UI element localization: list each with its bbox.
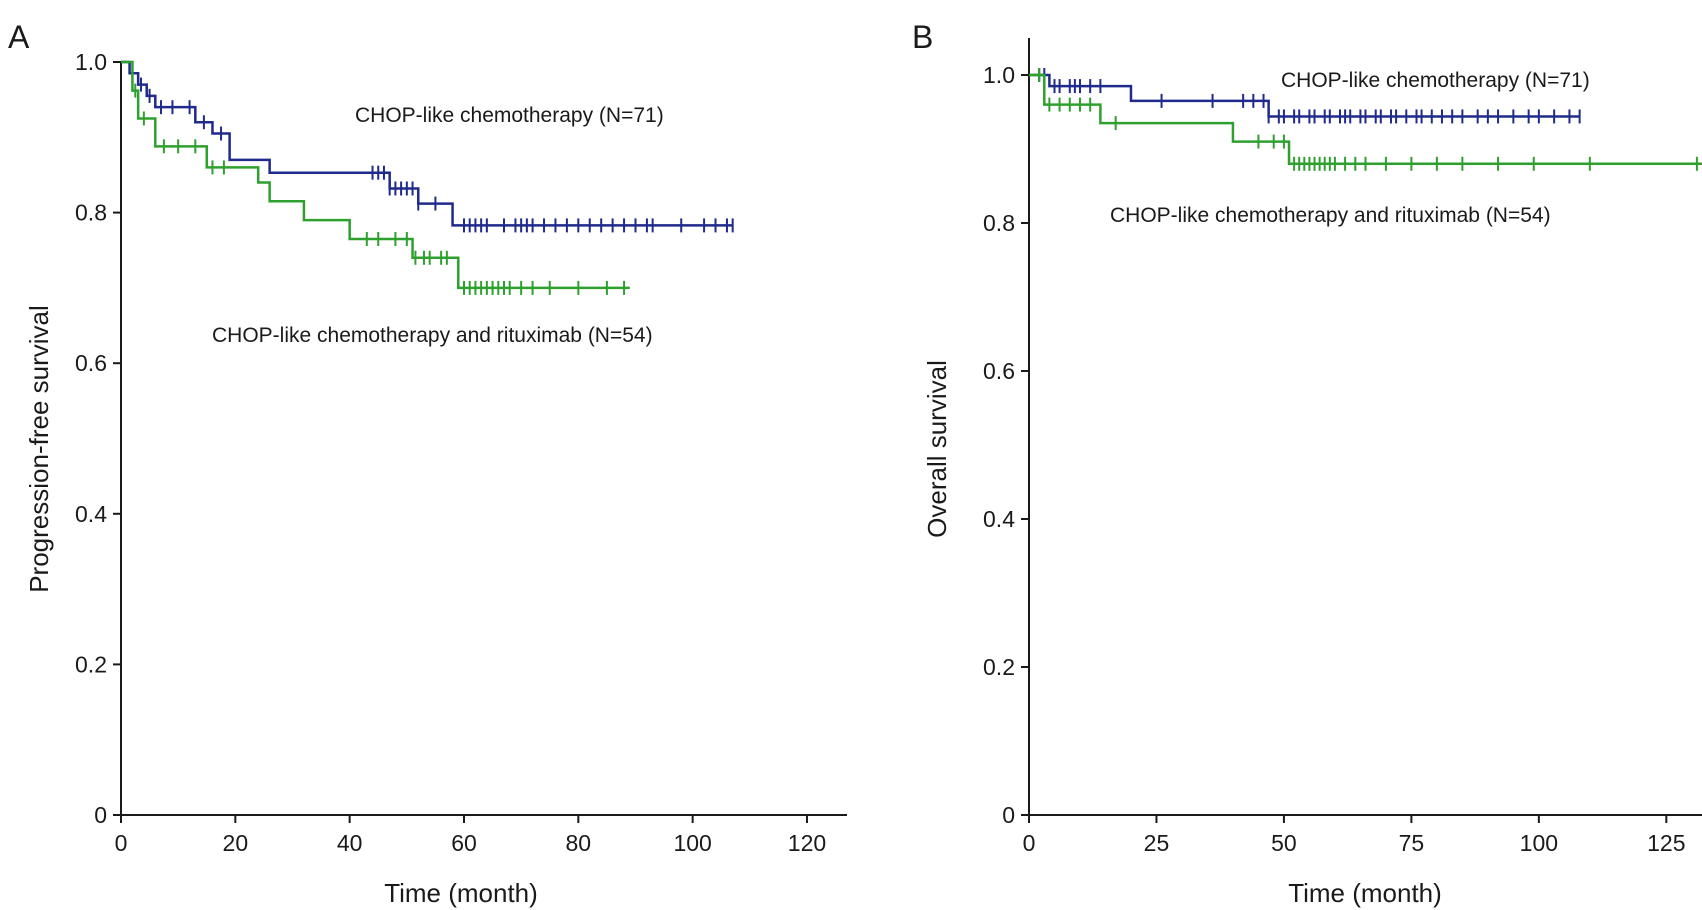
panel-b-y-tick-label: 0.2 [983, 654, 1015, 680]
panel-b-x-tick-label: 50 [1271, 830, 1297, 856]
panel-a-series-line-chop [121, 60, 733, 227]
panel-a-x-tick-label: 60 [451, 830, 477, 856]
panel-b-x-tick-label: 125 [1647, 830, 1685, 856]
panel-b-series-label-chop-rituximab: CHOP-like chemotherapy and rituximab (N=… [1110, 204, 1551, 227]
panel-b-series-label-chop: CHOP-like chemotherapy (N=71) [1281, 69, 1590, 92]
panel-a-y-tick-label: 0.2 [75, 651, 107, 677]
panel-b-y-tick-label: 0.4 [983, 506, 1015, 532]
panel-a-axes: 0 0.2 0.4 0.6 0.8 1.0 0 20 40 60 80 100 120 [75, 49, 847, 856]
panel-a-x-tick-label: 40 [337, 830, 363, 856]
panel-a-y-tick-label: 1.0 [75, 49, 107, 75]
panel-b-letter: B [912, 19, 933, 55]
panel-a-y-tick-label: 0.6 [75, 350, 107, 376]
panel-b-y-tick-label: 1.0 [983, 62, 1015, 88]
panel-b-x-tick-label: 25 [1144, 830, 1170, 856]
panel-a-x-tick-label: 80 [566, 830, 592, 856]
panel-b-y-tick-label: 0 [1002, 802, 1015, 828]
panel-b-x-axis-title: Time (month) [1288, 878, 1442, 908]
panel-a-x-tick-label: 100 [673, 830, 711, 856]
panel-a-y-tick-label: 0.4 [75, 501, 107, 527]
panel-b-os-chart: B Overall survival Time (month) 00.20.40… [912, 19, 1702, 908]
panel-b-axes: 0 0.2 0.4 0.6 0.8 1.0 0 25 50 75 100 125 [983, 38, 1702, 856]
panel-b-y-axis-title: Overall survival [922, 360, 952, 538]
panel-b-y-tick-label: 0.8 [983, 210, 1015, 236]
panel-b-plot-area [1029, 68, 1702, 171]
panel-b-series-line-chop-rituximab [1029, 73, 1702, 166]
panel-a-plot-area [121, 60, 734, 295]
panel-a-y-tick-label: 0 [94, 802, 107, 828]
panel-a-series-label-chop-rituximab: CHOP-like chemotherapy and rituximab (N=… [212, 324, 653, 347]
panel-b-x-tick-label: 0 [1023, 830, 1036, 856]
panel-a-series-line-chop-rituximab [121, 60, 630, 290]
panel-b-x-tick-label: 75 [1399, 830, 1425, 856]
panel-a-x-axis-title: Time (month) [384, 878, 538, 908]
panel-a-y-tick-label: 0.8 [75, 200, 107, 226]
panel-a-x-tick-label: 120 [788, 830, 826, 856]
panel-a-x-tick-label: 0 [115, 830, 128, 856]
panel-b-x-tick-label: 100 [1520, 830, 1558, 856]
panel-a-x-tick-label: 20 [223, 830, 249, 856]
panel-a-letter: A [8, 19, 30, 55]
panel-a-y-axis-title: Progression-free survival [24, 305, 54, 593]
panel-b-y-tick-label: 0.6 [983, 358, 1015, 384]
panel-a-pfs-chart: A Progression-free survival Time (month)… [8, 19, 847, 908]
panel-a-series-label-chop: CHOP-like chemotherapy (N=71) [355, 104, 664, 127]
